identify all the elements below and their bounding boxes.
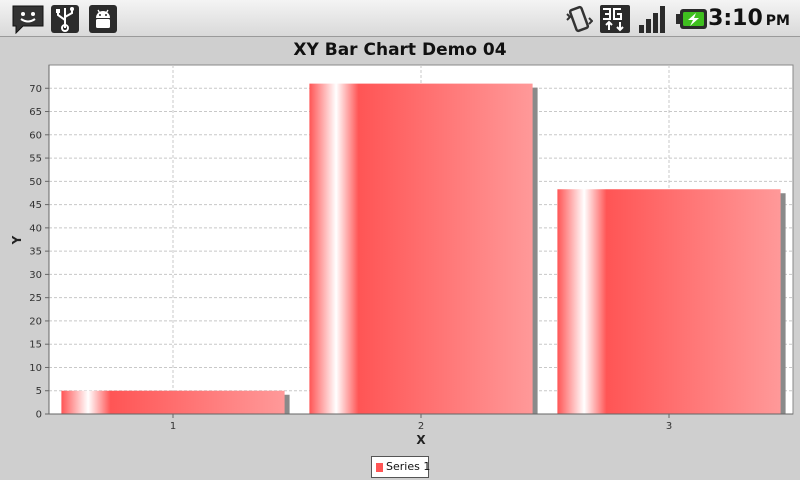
y-tick-label: 65 <box>29 107 42 118</box>
y-tick-label: 50 <box>29 177 42 188</box>
y-tick-label: 25 <box>29 293 42 304</box>
bar[interactable] <box>557 189 781 414</box>
3g-data-icon <box>600 5 630 33</box>
vibrate-icon <box>566 5 593 33</box>
legend: Series 1 <box>371 456 431 478</box>
signal-strength-icon <box>639 6 665 33</box>
usb-icon[interactable] <box>50 4 80 34</box>
y-tick-label: 70 <box>29 84 42 95</box>
x-tick-label: 2 <box>418 421 424 432</box>
y-tick-label: 40 <box>29 223 42 234</box>
chat-notification-icon[interactable] <box>11 4 45 34</box>
x-tick-label: 1 <box>170 421 176 432</box>
y-tick-label: 55 <box>29 154 42 165</box>
bar[interactable] <box>309 83 533 414</box>
axes: 0 5 10 15 20 25 30 35 40 45 50 55 60 65 70 1 2 3 <box>29 65 793 432</box>
chart-title: XY Bar Chart Demo 04 <box>293 40 507 60</box>
y-tick-label: 10 <box>29 363 42 374</box>
clock-ampm: PM <box>765 13 790 29</box>
android-debug-icon[interactable] <box>88 4 118 34</box>
y-axis-label: Y <box>10 235 24 245</box>
y-tick-label: 35 <box>29 247 42 258</box>
y-tick-label: 15 <box>29 340 42 351</box>
y-tick-label: 0 <box>36 410 42 421</box>
y-tick-label: 20 <box>29 316 42 327</box>
bar[interactable] <box>61 390 285 414</box>
battery-charging-icon <box>676 9 707 29</box>
clock: 3:10 PM <box>708 5 790 35</box>
y-tick-label: 30 <box>29 270 42 281</box>
y-tick-label: 5 <box>36 386 42 397</box>
clock-time: 3:10 <box>708 6 763 31</box>
x-axis-label: X <box>416 433 426 447</box>
bars <box>61 83 786 414</box>
x-tick-label: 3 <box>666 421 672 432</box>
status-bar: 3:10 PM <box>0 0 800 37</box>
y-tick-label: 60 <box>29 130 42 141</box>
y-tick-label: 45 <box>29 200 42 211</box>
legend-swatch <box>376 463 383 472</box>
legend-label: Series 1 <box>386 460 431 473</box>
